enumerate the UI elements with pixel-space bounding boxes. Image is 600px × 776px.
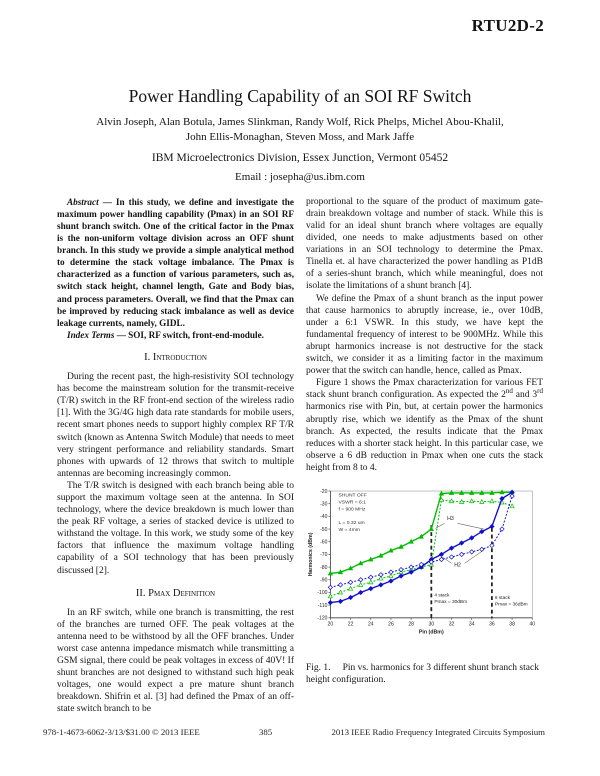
right-paragraph-2: We define the Pmax of a shunt branch as … (306, 293, 543, 377)
index-terms-label: Index Terms (67, 329, 115, 340)
paragraph-text: harmonics rise with Pin, but, at certain… (306, 402, 543, 473)
abstract-paragraph: Abstract — In this study, we define and … (57, 196, 294, 329)
svg-text:-100: -100 (317, 590, 327, 596)
index-terms-text: — SOI, RF switch, front-end-module. (114, 329, 264, 340)
two-column-body: Abstract — In this study, we define and … (0, 196, 600, 716)
svg-text:-40: -40 (320, 514, 328, 520)
right-paragraph-1: proportional to the square of the produc… (306, 196, 543, 292)
svg-text:VSWR = 6:1: VSWR = 6:1 (338, 500, 366, 506)
svg-text:28: 28 (408, 622, 414, 628)
svg-text:24: 24 (368, 622, 374, 628)
section-heading-pmax-definition: II. Pmax Definition (135, 587, 216, 599)
svg-text:-60: -60 (320, 539, 328, 545)
svg-text:H2: H2 (454, 562, 461, 568)
svg-text:Harmonics (dBm): Harmonics (dBm) (308, 532, 314, 576)
section-heading-introduction: I. Introduction (144, 351, 207, 363)
figure-1: 20 22 24 26 28 30 32 34 36 38 40 -20 -30 -40 -50 -60 -70… (306, 484, 543, 687)
footer-conference: 2013 IEEE Radio Frequency Integrated Cir… (331, 727, 545, 737)
svg-text:34: 34 (469, 622, 475, 628)
svg-text:40: 40 (529, 622, 535, 628)
intro-paragraph-1: During the recent past, the high-resisti… (57, 372, 294, 479)
authors-block: Alvin Joseph, Alan Botula, James Slinkma… (57, 115, 543, 145)
footer-copyright: 978-1-4673-6062-3/13/$31.00 © 2013 IEEE (43, 727, 200, 737)
svg-text:36: 36 (489, 622, 495, 628)
svg-text:26: 26 (388, 622, 394, 628)
figure-1-chart: 20 22 24 26 28 30 32 34 36 38 40 -20 -30 -40 -50 -60 -70… (308, 489, 535, 636)
paper-title: Power Handling Capability of an SOI RF S… (128, 86, 472, 106)
svg-text:W = 4mm: W = 4mm (338, 527, 359, 533)
svg-text:8 stack: 8 stack (495, 595, 511, 601)
svg-text:22: 22 (348, 622, 354, 628)
svg-text:-90: -90 (320, 578, 328, 584)
svg-text:-20: -20 (320, 489, 328, 495)
paper-head: Power Handling Capability of an SOI RF S… (0, 86, 600, 183)
left-column: Abstract — In this study, we define and … (57, 196, 294, 716)
svg-text:-50: -50 (320, 527, 328, 533)
svg-text:L = 0.32 um: L = 0.32 um (338, 520, 364, 526)
superscript: rd (537, 387, 544, 396)
right-column: proportional to the square of the produc… (306, 196, 543, 716)
paragraph-text: Figure 1 shows the Pmax characterization… (306, 378, 543, 401)
email-line: Email : josepha@us.ibm.com (235, 170, 365, 183)
session-code: RTU2D-2 (471, 16, 544, 35)
intro-paragraph-2: The T/R switch is designed with each bra… (57, 480, 294, 576)
figure-caption: Fig. 1. Pin vs. harmonics for 3 different… (306, 663, 543, 687)
authors-line-2: John Ellis-Monaghan, Steven Moss, and Ma… (185, 130, 415, 143)
paragraph-text: and 3 (512, 390, 538, 401)
svg-text:Pmax = 30dBm: Pmax = 30dBm (434, 599, 467, 605)
abstract-label: Abstract (67, 196, 99, 207)
footer-page-number: 385 (258, 727, 273, 737)
svg-text:-70: -70 (320, 552, 328, 558)
svg-text:38: 38 (509, 622, 515, 628)
svg-text:30: 30 (429, 622, 435, 628)
svg-text:-80: -80 (320, 565, 328, 571)
svg-text:4 stack: 4 stack (434, 592, 450, 598)
svg-text:H3: H3 (447, 516, 454, 522)
svg-text:-120: -120 (317, 616, 327, 622)
svg-text:-110: -110 (318, 603, 328, 609)
figure-caption-label: Fig. 1. (306, 662, 331, 673)
superscript: nd (505, 387, 513, 396)
svg-text:32: 32 (449, 622, 455, 628)
index-terms: Index Terms — SOI, RF switch, front-end-… (57, 329, 294, 341)
svg-text:f = 900 MHz: f = 900 MHz (338, 507, 365, 513)
svg-text:SHUNT OFF: SHUNT OFF (338, 493, 366, 499)
svg-text:Pin (dBm): Pin (dBm) (419, 629, 444, 635)
page-footer: 978-1-4673-6062-3/13/$31.00 © 2013 IEEE … (43, 727, 545, 737)
svg-text:-30: -30 (320, 501, 328, 507)
pmax-paragraph-1: In an RF switch, while one branch is tra… (57, 607, 294, 715)
svg-text:20: 20 (328, 622, 334, 628)
figure-caption-text: Pin vs. harmonics for 3 different shunt … (306, 662, 539, 685)
authors-line-1: Alvin Joseph, Alan Botula, James Slinkma… (96, 116, 504, 129)
abstract-text: — In this study, we define and investiga… (57, 196, 294, 328)
right-paragraph-3: Figure 1 shows the Pmax characterization… (306, 377, 543, 474)
svg-text:Pmax = 36dBm: Pmax = 36dBm (495, 602, 528, 608)
affiliation: IBM Microelectronics Division, Essex Jun… (151, 151, 449, 164)
